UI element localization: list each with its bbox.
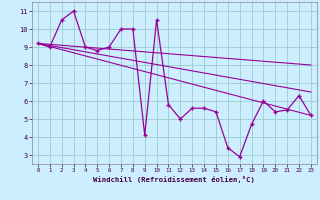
X-axis label: Windchill (Refroidissement éolien,°C): Windchill (Refroidissement éolien,°C) <box>93 176 255 183</box>
